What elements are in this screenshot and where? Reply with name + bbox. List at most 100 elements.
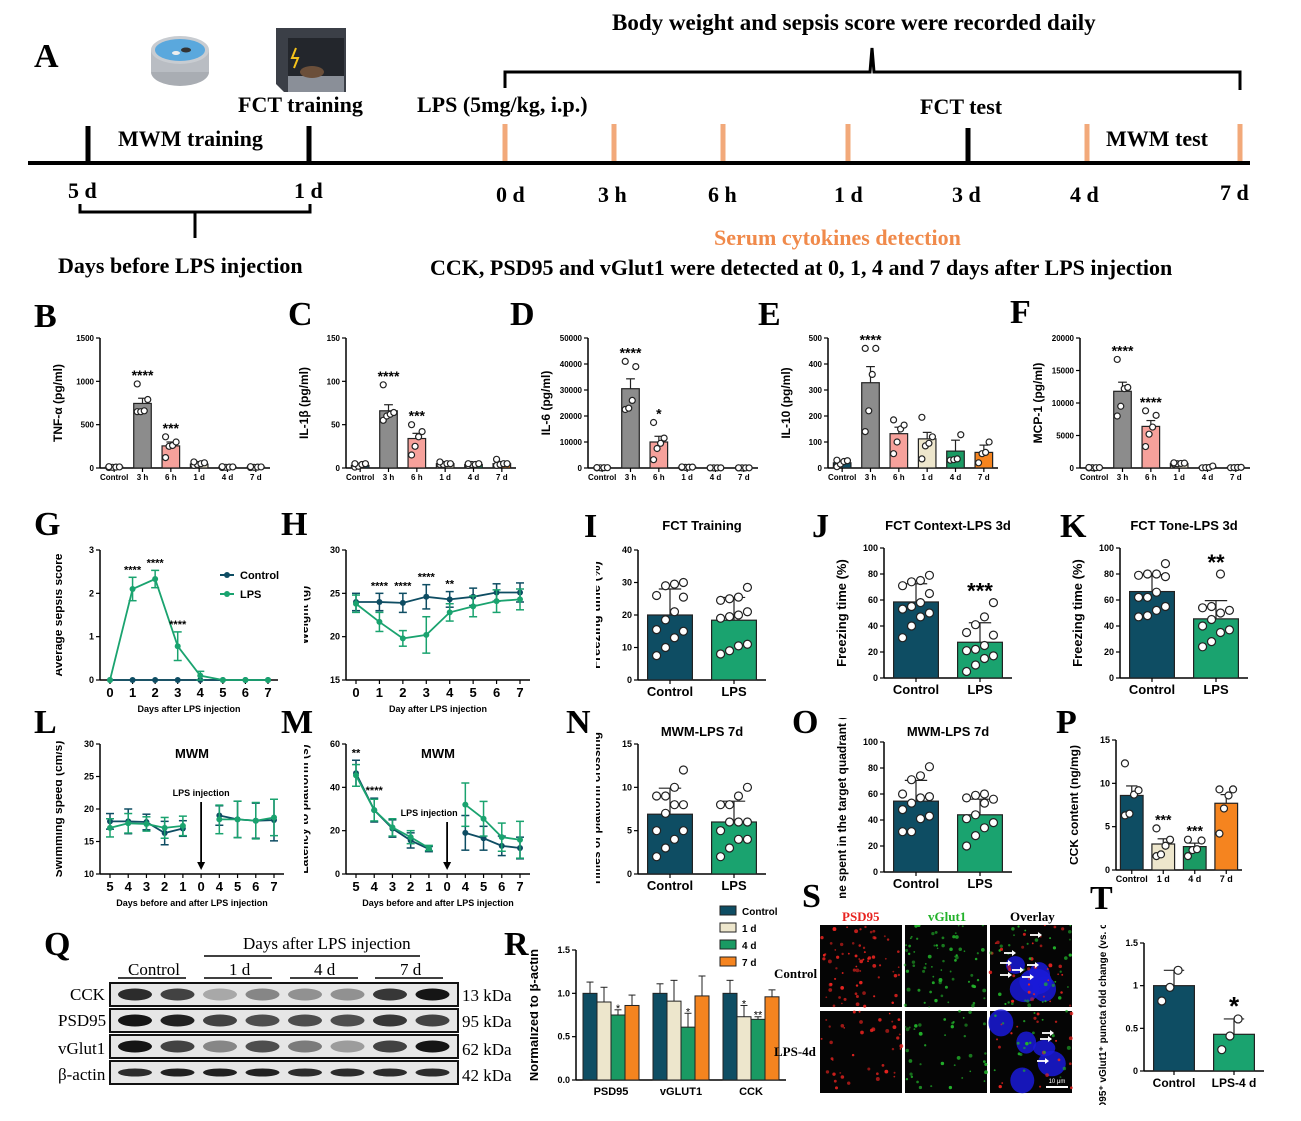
data-point [651,826,662,836]
puncta [1001,1082,1004,1084]
data-point [897,581,908,591]
x-axis-label: Days after LPS injection [137,704,240,714]
y-axis-label: Weight (g) [304,586,311,644]
data-point [678,765,689,775]
y-tick-label: 40 [622,545,632,555]
y-axis-label: Time spent in the target quadrant (%) [835,718,849,898]
y-tick-label: 1.5 [557,945,570,955]
x-tick-label: 5 [480,879,487,894]
arrow-head-icon [1045,1058,1049,1064]
data-point [979,789,990,799]
puncta [905,944,908,947]
puncta [829,982,833,986]
data-point [915,771,926,781]
panel-letter-l: L [34,704,57,741]
blot-band [288,988,322,1001]
data-point [900,421,908,429]
data-point [924,762,935,772]
puncta [905,969,910,973]
chart-e-il10: 0 100 200 300 400 500 IL-10 (pg/ml) Control 3 h *… [779,331,998,482]
x-tick-label: 7 [264,685,271,700]
puncta [907,952,911,956]
data-point [1141,442,1150,451]
y-axis-label: TNF-α (pg/ml) [51,364,65,442]
y-tick-label: 1 [89,632,94,642]
data-point [742,582,753,592]
puncta [875,1077,880,1081]
y-tick-label: 0.0 [557,1075,570,1085]
wb-group-label: Control [128,960,180,979]
data-point [1197,603,1208,613]
data-point [475,460,483,468]
fct-training-label: FCT training [238,92,363,117]
data-point [1120,759,1130,768]
puncta [1027,967,1031,971]
arrow-head-icon [443,862,452,870]
y-tick-label: 20 [868,647,878,657]
puncta [1041,1018,1044,1021]
arrow-head-icon [1030,974,1034,980]
legend-label: 7 d [742,958,756,969]
data-point [1133,570,1144,580]
tick-label: 4 d [1070,182,1099,207]
panel-letter-h: H [281,506,308,543]
data-point [1142,569,1153,579]
y-axis-label: Freezing time (%) [596,561,603,669]
puncta [910,935,913,938]
data-point [979,653,990,664]
mwm-training-label: MWM training [118,126,263,151]
data-point [1209,462,1217,470]
puncta [908,1026,911,1029]
significance-label: ** [754,1010,763,1022]
puncta [903,963,907,967]
puncta [916,925,921,928]
panel-letter-e: E [758,296,781,333]
series-line-control [465,831,521,849]
blot-band [288,1040,322,1053]
y-axis-label: Average sepsis score [56,553,65,676]
puncta [859,970,862,972]
data-point [893,438,901,446]
y-axis-label: Times of platform crossing [596,732,603,886]
y-tick-label: 20 [84,804,94,814]
data-point [660,791,671,801]
data-point [1113,412,1121,420]
chart-d-il6: 0 10000 20000 30000 40000 50000 IL-6 (pg/ml) Co… [539,334,758,482]
data-point [865,407,873,415]
puncta [831,1059,834,1061]
y-tick-label: 10 [84,869,94,879]
y-tick-label: 1000 [76,377,94,386]
y-tick-label: 0 [1133,1066,1138,1076]
puncta [968,1010,972,1015]
data-point [906,775,917,785]
puncta [948,1085,953,1090]
significance-label: **** [418,572,436,584]
puncta [936,947,939,950]
data-point [979,823,990,833]
y-tick-label: 100 [863,543,878,553]
panel-letter-p: P [1056,704,1077,741]
x-tick-label: LPS [1203,682,1229,697]
puncta [869,930,873,934]
micro-row-control: Control [774,966,818,981]
puncta [1048,963,1053,968]
data-point [979,612,990,622]
bar [1212,1033,1255,1072]
data-point [1197,642,1208,652]
lps-dose-label: LPS (5mg/kg, i.p.) [417,92,588,117]
data-point [1151,587,1162,597]
puncta [954,932,957,935]
x-tick-label: Control [647,878,693,893]
x-tick-label: LPS-4 d [1212,1076,1257,1090]
puncta [851,1053,855,1057]
data-point [1160,558,1171,569]
micrograph-panel [820,925,902,1007]
puncta [828,988,833,992]
puncta [897,973,901,977]
data-point [1197,621,1208,631]
puncta [957,925,960,927]
y-tick-label: 10 [1100,778,1110,788]
data-point [688,463,697,471]
data-point [133,380,141,388]
data-point [1151,569,1162,579]
